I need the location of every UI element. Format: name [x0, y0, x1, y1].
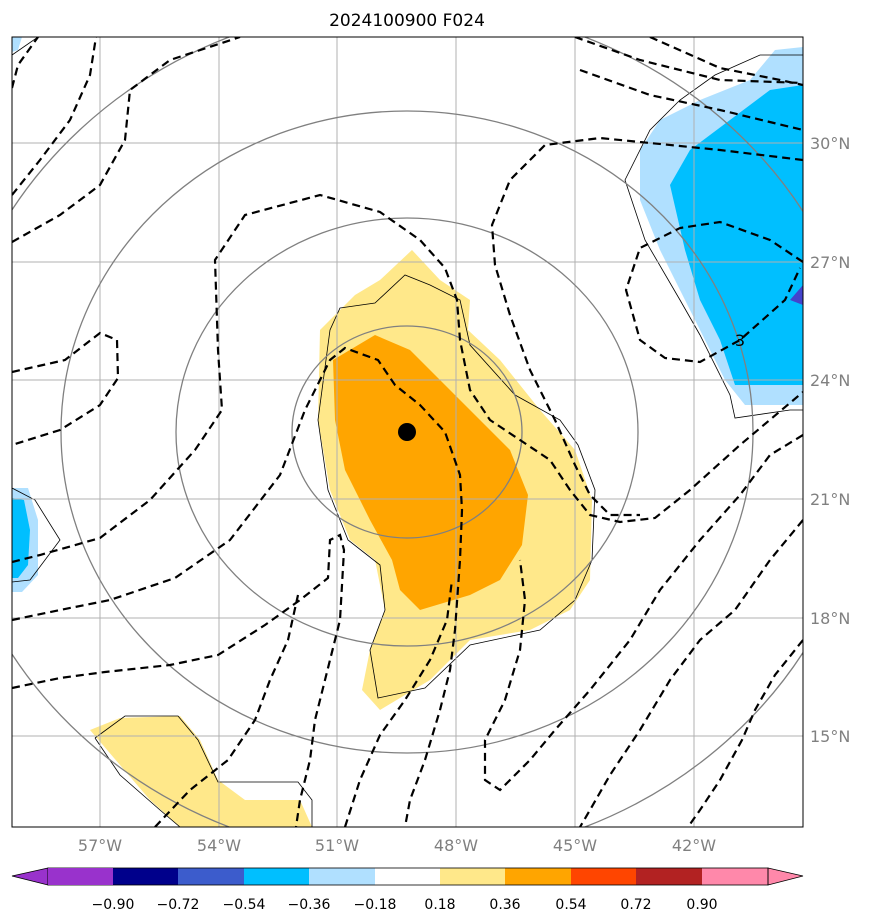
map-title: 2024100900 F024 — [329, 11, 485, 31]
dashed-contour-11 — [649, 37, 803, 87]
dashed-contour-12 — [490, 136, 803, 517]
dashed-contour-3 — [12, 37, 241, 243]
colorbar-segment-7 — [440, 868, 505, 885]
outline-contour-northwest — [12, 37, 39, 56]
storm-center-marker — [398, 423, 416, 441]
colorbar-tick-10: 0.90 — [686, 897, 717, 913]
colorbar-segment-10 — [636, 868, 702, 885]
outline-contour-west — [12, 487, 61, 583]
dashed-contour-6 — [12, 346, 464, 827]
colorbar-segment-5 — [309, 868, 375, 885]
colorbar-extend-low — [11, 867, 49, 886]
dashed-contour-1 — [12, 37, 39, 89]
colorbar-segment-8 — [505, 868, 571, 885]
colorbar-tick-3: −0.54 — [223, 897, 266, 913]
positive-anomaly-region-strong — [333, 335, 528, 610]
colorbar-tick-5: −0.18 — [354, 897, 397, 913]
range-rings — [12, 37, 803, 827]
negative-anomaly-region-dark — [790, 285, 803, 305]
colorbar: −0.90 −0.72 −0.54 −0.36 −0.18 0.18 0.36 … — [11, 867, 804, 913]
map-frame — [11, 36, 804, 828]
dashed-contour-14 — [483, 434, 803, 792]
lon-label-45w: 45°W — [553, 836, 597, 855]
dashed-contour-15 — [579, 519, 803, 827]
colorbar-extend-high — [767, 867, 804, 886]
dashed-contour-16 — [687, 639, 803, 827]
lon-label-57w: 57°W — [78, 836, 122, 855]
colorbar-segment-11 — [702, 868, 768, 885]
dashed-contour-13 — [624, 220, 803, 364]
positive-anomaly-region-southwest — [90, 716, 312, 827]
negative-anomaly-region-northwest — [12, 37, 22, 52]
colorbar-tick-2: −0.72 — [157, 897, 200, 913]
range-ring-3 — [60, 110, 754, 754]
lon-label-51w: 51°W — [315, 836, 359, 855]
dashed-contour-10 — [574, 37, 803, 132]
colorbar-tick-6: 0.18 — [424, 897, 455, 913]
colorbar-tick-9: 0.72 — [620, 897, 651, 913]
lat-label-24n: 24°N — [810, 371, 850, 390]
dashed-contour-5 — [12, 193, 803, 564]
colorbar-tick-4: −0.36 — [288, 897, 331, 913]
colorbar-tick-7: 0.36 — [489, 897, 520, 913]
dashed-contour-4 — [12, 331, 120, 447]
outline-contour-northeast — [624, 54, 803, 419]
range-ring-1 — [291, 325, 523, 539]
lon-label-42w: 42°W — [672, 836, 716, 855]
negative-anomaly-region-blue — [670, 85, 803, 385]
latitude-labels: 30°N 27°N 24°N 21°N 18°N 15°N — [810, 134, 850, 746]
colorbar-segment-9 — [571, 868, 636, 885]
colorbar-tick-8: 0.54 — [555, 897, 586, 913]
lat-label-21n: 21°N — [810, 490, 850, 509]
gridlines — [12, 37, 803, 827]
dashed-contours — [12, 37, 803, 827]
colorbar-segment-3 — [178, 868, 244, 885]
lon-label-48w: 48°W — [434, 836, 478, 855]
colorbar-segment-4 — [244, 868, 309, 885]
outline-contour-southwest — [94, 715, 313, 827]
lat-label-30n: 30°N — [810, 134, 850, 153]
longitude-labels: 57°W 54°W 51°W 48°W 45°W 42°W — [78, 836, 716, 855]
colorbar-segment-6 — [375, 868, 440, 885]
map-layers: 3 — [12, 37, 803, 827]
colorbar-segment-2 — [113, 868, 178, 885]
lon-label-54w: 54°W — [197, 836, 241, 855]
contour-label: 3 — [735, 331, 745, 350]
dashed-contour-7 — [12, 533, 346, 827]
colorbar-segment-0 — [48, 868, 113, 885]
lat-label-27n: 27°N — [810, 253, 850, 272]
lat-label-15n: 15°N — [810, 727, 850, 746]
dashed-contour-8 — [154, 594, 300, 827]
dashed-contour-2 — [12, 37, 98, 196]
range-ring-2 — [175, 217, 639, 647]
lat-label-18n: 18°N — [810, 609, 850, 628]
colorbar-tick-1: −0.90 — [92, 897, 135, 913]
